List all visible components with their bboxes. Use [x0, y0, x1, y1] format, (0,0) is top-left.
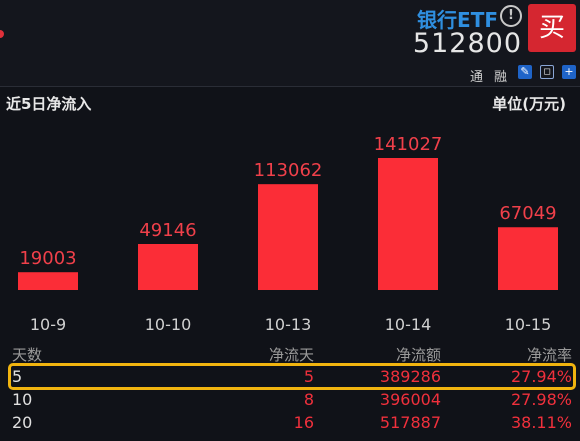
x-tick-10-9: 10-9 — [30, 315, 66, 334]
table-row[interactable]: 20 16 517887 38.11% — [0, 413, 580, 436]
data-label-10-9: 19003 — [19, 248, 76, 269]
bar-10-10[interactable] — [138, 243, 198, 290]
row-amount: 389286 — [379, 367, 441, 386]
net-inflow-chart: 19003 10-9 49146 10-10 113062 10-13 141027 10-1… — [18, 134, 558, 334]
add-icon[interactable]: + — [562, 65, 576, 79]
bar-10-15[interactable] — [498, 227, 558, 290]
section-title: 近5日净流入 — [6, 95, 92, 113]
bar-10-14[interactable] — [378, 158, 438, 290]
info-icon[interactable]: ! — [500, 5, 522, 27]
margin-tag-tong: 通 — [470, 70, 484, 85]
row-rate: 38.11% — [510, 413, 572, 432]
x-tick-10-15: 10-15 — [505, 315, 552, 334]
alert-dot-icon — [0, 30, 4, 38]
row-net-days: 16 — [293, 413, 314, 432]
row-rate: 27.94% — [510, 367, 572, 386]
fund-code: 512800 — [412, 28, 522, 59]
fund-name: 银行ETF — [417, 8, 498, 32]
x-tick-10-13: 10-13 — [265, 315, 312, 334]
edit-icon[interactable]: ✎ — [518, 65, 532, 79]
header-days: 天数 — [12, 346, 43, 364]
x-tick-10-10: 10-10 — [145, 315, 192, 334]
data-label-10-10: 49146 — [139, 220, 196, 241]
highlight-box — [8, 363, 576, 390]
row-amount: 396004 — [379, 390, 441, 409]
data-label-10-13: 113062 — [254, 160, 323, 181]
data-label-10-14: 141027 — [374, 134, 443, 155]
header-divider — [0, 86, 580, 87]
bar-10-13[interactable] — [258, 184, 318, 290]
row-amount: 517887 — [379, 413, 441, 432]
x-tick-10-14: 10-14 — [385, 315, 432, 334]
row-net-days: 5 — [303, 367, 314, 386]
row-days: 10 — [12, 390, 33, 409]
header-bar: 银行ETF ! 512800 买 通 融 ✎ ◻ + — [0, 0, 580, 86]
bell-icon[interactable]: ◻ — [540, 65, 554, 79]
header-net-days: 净流天 — [268, 346, 314, 364]
row-net-days: 8 — [303, 390, 314, 409]
header-rate: 净流率 — [526, 346, 572, 364]
unit-label: 单位(万元) — [492, 95, 566, 113]
buy-button[interactable]: 买 — [528, 4, 576, 52]
row-days: 5 — [12, 367, 23, 386]
table-row[interactable]: 10 8 396004 27.98% — [0, 390, 580, 413]
row-rate: 27.98% — [510, 390, 572, 409]
data-label-10-15: 67049 — [499, 203, 556, 224]
header-amount: 净流额 — [395, 346, 441, 364]
table-header-row: 天数 净流天 净流额 净流率 — [0, 344, 580, 367]
margin-tag-rong: 融 — [494, 70, 508, 85]
table-row[interactable]: 5 5 389286 27.94% — [0, 367, 580, 390]
bar-10-9[interactable] — [18, 272, 78, 290]
row-days: 20 — [12, 413, 33, 432]
